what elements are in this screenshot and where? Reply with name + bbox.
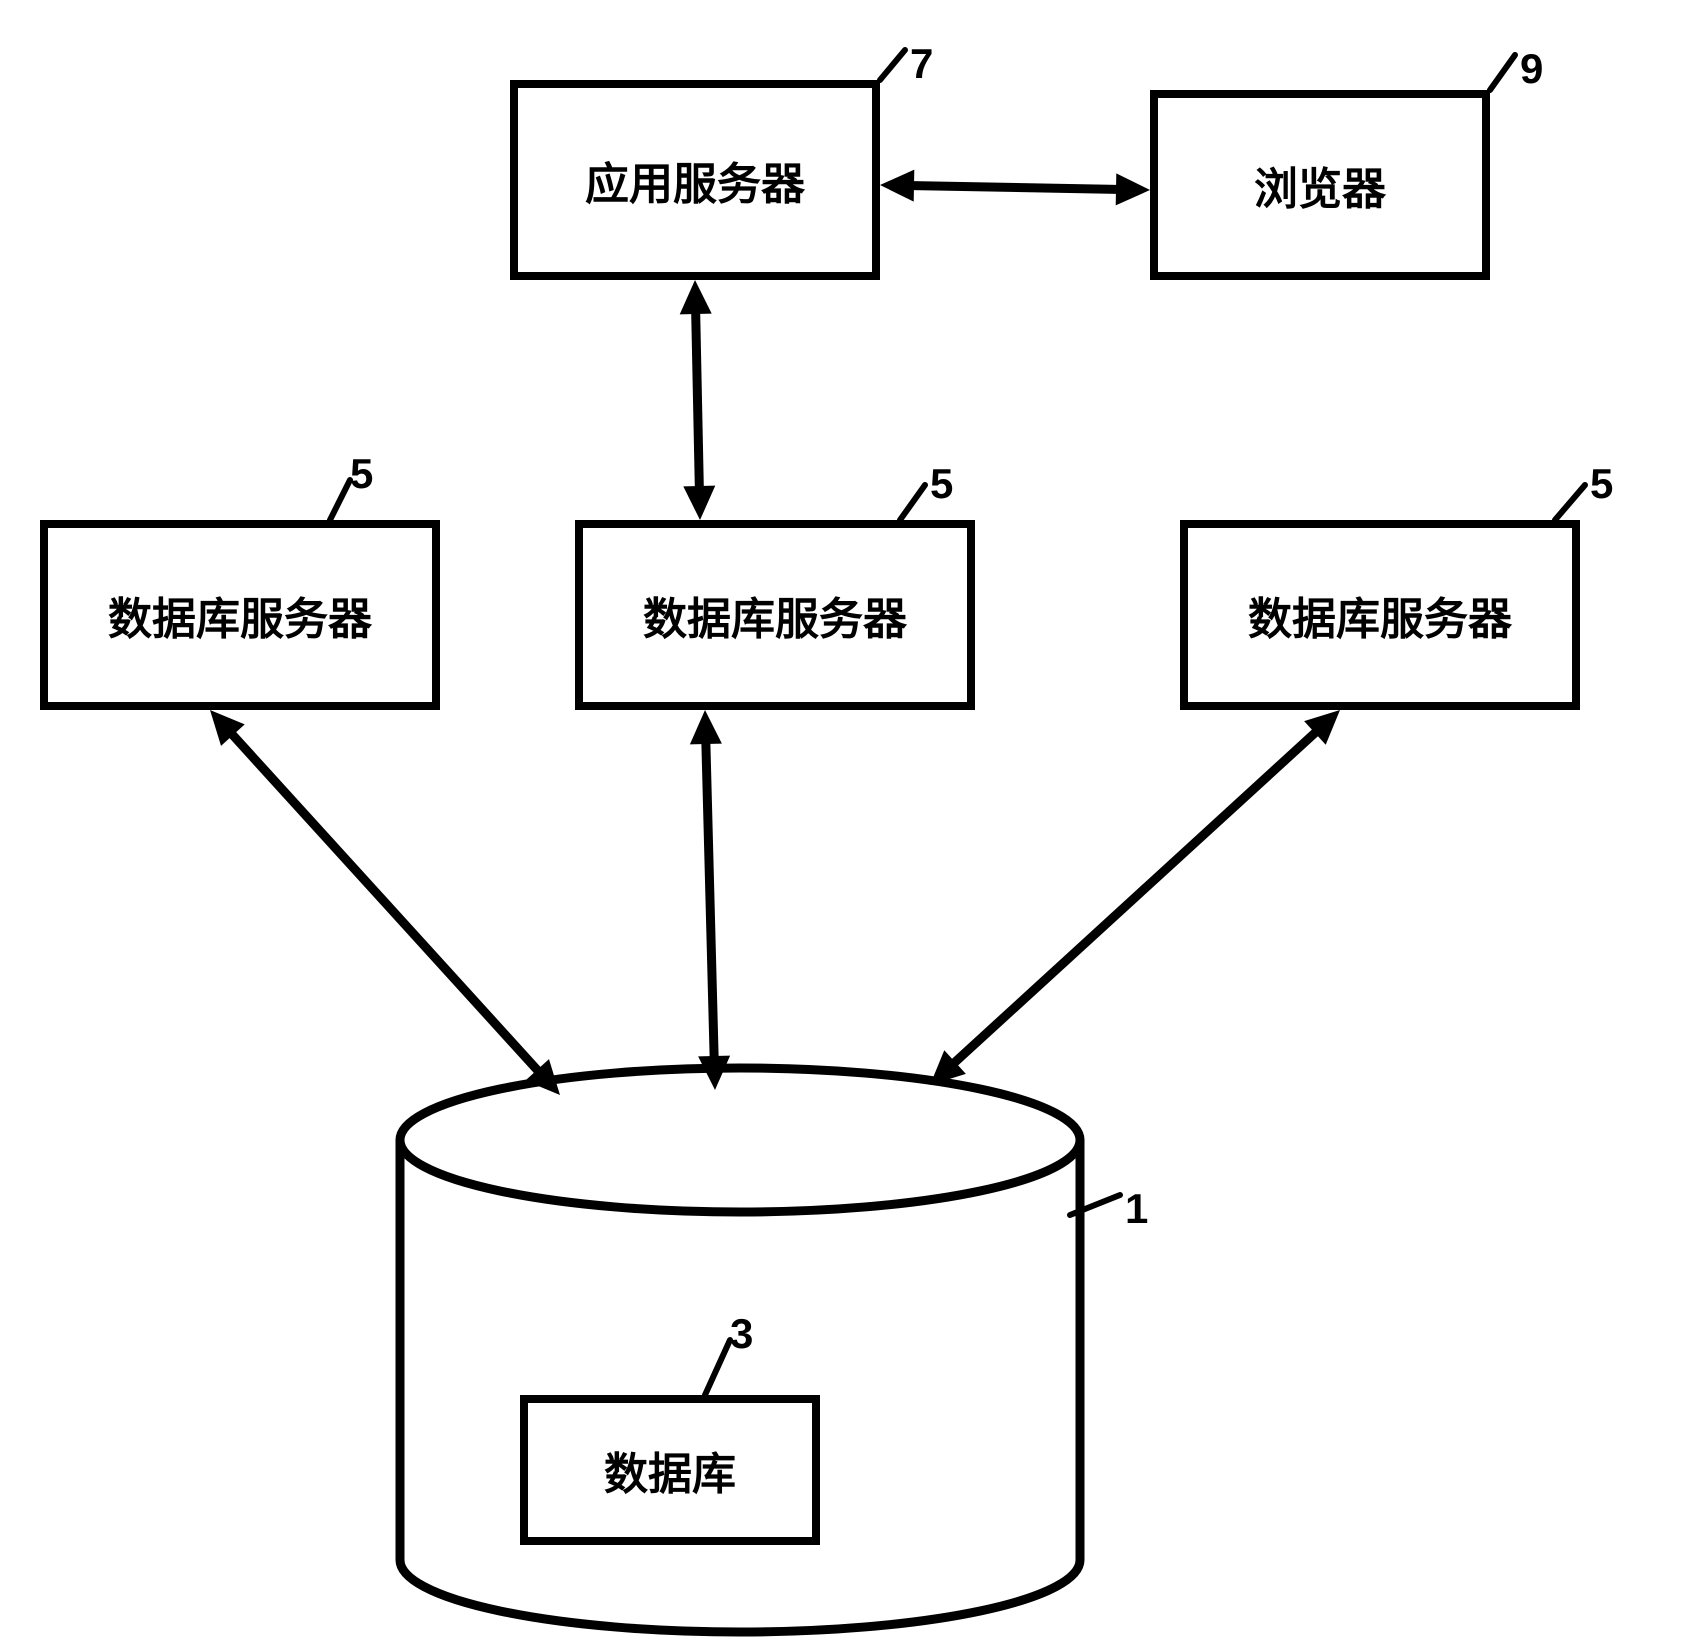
- ref-label: 5: [1590, 460, 1613, 508]
- ref-label: 5: [350, 450, 373, 498]
- ref-label: 3: [730, 1310, 753, 1358]
- ref-label: 1: [1125, 1185, 1148, 1233]
- diagram-stage: 1应用服务器7浏览器9数据库服务器5数据库服务器5数据库服务器5数据库3: [0, 0, 1693, 1641]
- node-db_label: 数据库: [520, 1395, 820, 1545]
- node-db_srv_m: 数据库服务器: [575, 520, 975, 710]
- ref-label: 7: [910, 40, 933, 88]
- node-db_srv_l: 数据库服务器: [40, 520, 440, 710]
- node-browser: 浏览器: [1150, 90, 1490, 280]
- node-db_srv_r: 数据库服务器: [1180, 520, 1580, 710]
- node-app_server: 应用服务器: [510, 80, 880, 280]
- ref-label: 5: [930, 460, 953, 508]
- ref-label: 9: [1520, 45, 1543, 93]
